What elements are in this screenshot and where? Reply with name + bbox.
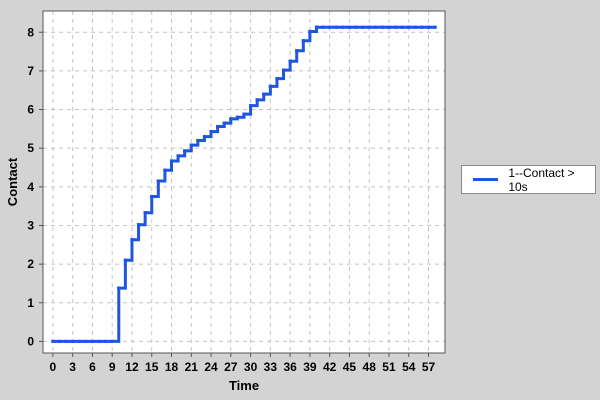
data-point <box>143 211 147 215</box>
x-tick-label: 36 <box>283 360 297 374</box>
data-point <box>216 124 220 129</box>
data-point <box>361 25 365 29</box>
x-tick-label: 0 <box>50 360 57 374</box>
data-point <box>262 92 266 96</box>
y-tick-label: 6 <box>27 103 34 117</box>
y-tick-label: 7 <box>27 64 34 78</box>
data-point <box>413 25 417 29</box>
data-point <box>255 98 259 102</box>
y-axis-title: Contact <box>5 157 20 206</box>
data-point <box>104 339 108 344</box>
data-point <box>341 25 345 29</box>
data-point <box>209 129 213 134</box>
y-tick-label: 1 <box>27 296 34 310</box>
data-point <box>248 104 253 108</box>
data-point <box>275 77 279 81</box>
legend-label-contact: 1--Contact > 10s <box>508 165 575 194</box>
data-point <box>328 25 332 29</box>
data-point <box>57 339 62 344</box>
data-point <box>354 25 358 29</box>
x-tick-label: 12 <box>125 360 139 374</box>
data-point <box>163 168 167 172</box>
x-tick-label: 15 <box>145 360 159 374</box>
y-tick-label: 0 <box>27 334 34 348</box>
data-point <box>314 25 319 29</box>
data-point <box>347 25 352 29</box>
data-point <box>110 339 114 344</box>
legend: 1--Contact > 10s <box>461 165 596 194</box>
x-tick-label: 6 <box>89 360 96 374</box>
data-point <box>374 25 378 29</box>
data-point <box>130 238 134 242</box>
x-tick-label: 33 <box>264 360 278 374</box>
x-tick-label: 54 <box>402 360 416 374</box>
x-tick-label: 51 <box>382 360 396 374</box>
data-point <box>334 25 338 29</box>
data-point <box>321 25 325 29</box>
legend-swatch-contact <box>473 178 499 181</box>
data-point <box>400 25 404 29</box>
data-point <box>426 25 431 29</box>
data-point <box>183 149 187 153</box>
data-point <box>202 134 207 139</box>
data-point <box>84 339 88 344</box>
data-point <box>308 29 312 34</box>
x-tick-label: 39 <box>303 360 317 374</box>
y-tick-label: 4 <box>27 180 34 194</box>
data-point <box>393 25 398 29</box>
data-point <box>420 25 424 29</box>
x-tick-label: 45 <box>343 360 357 374</box>
x-tick-label: 42 <box>323 360 337 374</box>
data-point <box>367 25 371 29</box>
x-tick-label: 21 <box>185 360 199 374</box>
data-point <box>97 339 101 344</box>
plot-border <box>42 10 446 354</box>
data-point <box>281 68 286 72</box>
data-point <box>176 154 180 158</box>
data-point <box>242 112 246 116</box>
x-tick-label: 24 <box>204 360 218 374</box>
x-tick-label: 9 <box>109 360 116 374</box>
x-tick-label: 57 <box>422 360 436 374</box>
plot-area <box>43 11 445 353</box>
y-tick-label: 8 <box>27 25 34 39</box>
data-point <box>123 258 127 262</box>
x-axis-title: Time <box>229 378 259 393</box>
data-point <box>387 25 391 29</box>
data-point <box>268 84 272 88</box>
data-point <box>288 59 292 63</box>
data-point <box>380 25 384 29</box>
data-point <box>71 339 75 344</box>
data-point <box>433 25 437 29</box>
data-point <box>295 49 299 53</box>
data-point <box>77 339 81 344</box>
series-points-contact <box>51 25 437 344</box>
data-point <box>301 39 305 43</box>
data-point <box>189 143 193 147</box>
data-point <box>156 179 160 183</box>
data-point <box>169 159 174 163</box>
data-point <box>64 339 68 344</box>
y-tick-label: 2 <box>27 257 34 271</box>
data-point <box>150 194 154 199</box>
x-tick-label: 18 <box>165 360 179 374</box>
data-point <box>136 223 141 227</box>
x-tick-label: 48 <box>363 360 377 374</box>
data-point <box>235 115 240 119</box>
data-point <box>407 25 411 29</box>
x-tick-label: 30 <box>244 360 258 374</box>
data-point <box>222 121 226 125</box>
x-tick-label: 3 <box>69 360 76 374</box>
data-point <box>90 339 95 344</box>
y-tick-label: 3 <box>27 218 34 232</box>
data-point <box>196 138 200 143</box>
x-tick-label: 27 <box>224 360 238 374</box>
data-point <box>51 339 55 344</box>
data-point <box>229 117 233 121</box>
data-point <box>117 286 121 290</box>
y-tick-label: 5 <box>27 141 34 155</box>
